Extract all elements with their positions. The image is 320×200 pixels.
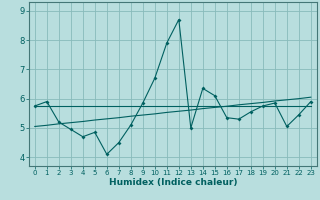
X-axis label: Humidex (Indice chaleur): Humidex (Indice chaleur) <box>108 178 237 187</box>
